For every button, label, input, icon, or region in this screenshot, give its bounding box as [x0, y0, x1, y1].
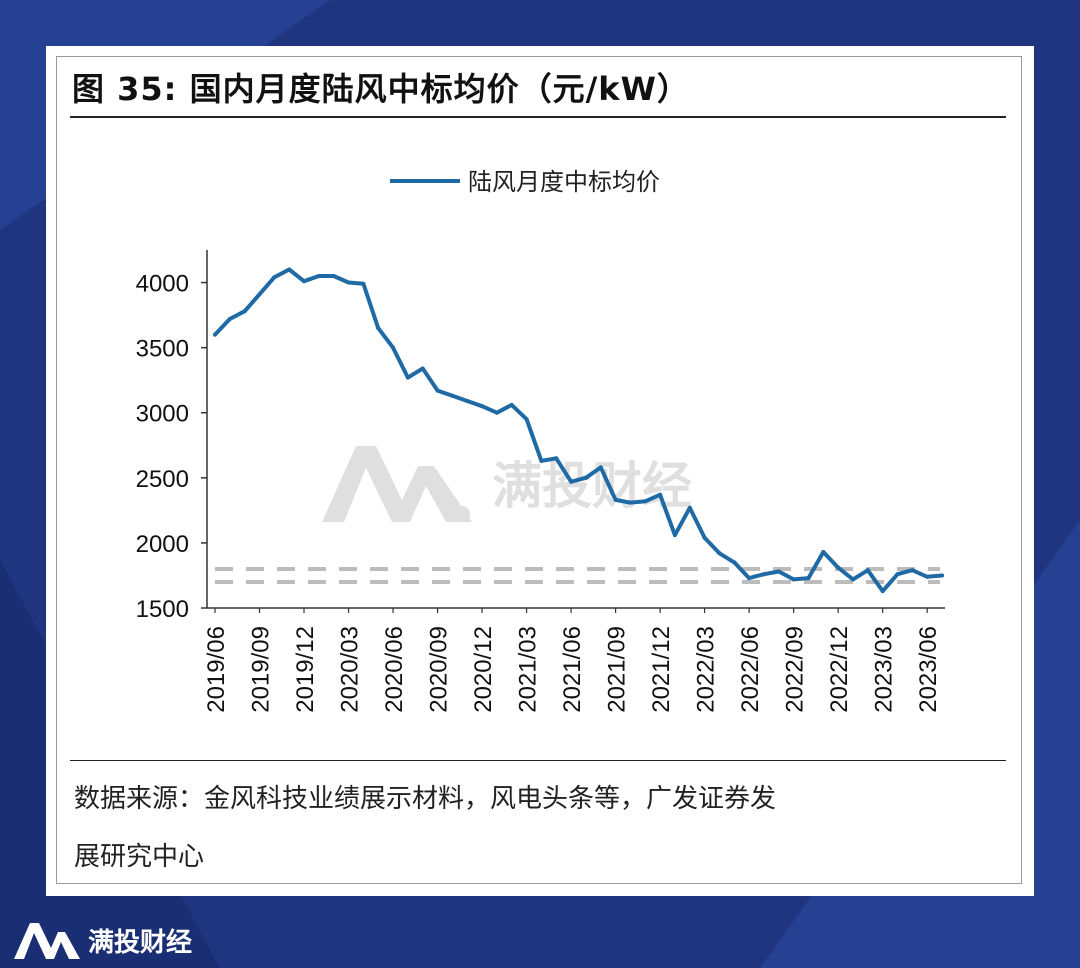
- data-point: [509, 402, 514, 407]
- y-tick-label: 4000: [136, 271, 189, 298]
- y-tick-label: 1500: [136, 596, 189, 623]
- data-point: [494, 410, 499, 415]
- data-point: [435, 388, 440, 393]
- brand-logo-icon: [14, 923, 80, 959]
- data-point: [658, 492, 663, 497]
- x-tick-label: 2020/03: [337, 626, 364, 713]
- data-point: [925, 574, 930, 579]
- y-tick-label: 2000: [136, 531, 189, 558]
- data-point: [583, 475, 588, 480]
- data-point: [391, 345, 395, 350]
- data-point: [791, 577, 796, 582]
- data-point: [376, 326, 381, 331]
- data-point: [776, 569, 781, 574]
- y-tick-label: 3500: [136, 336, 189, 363]
- x-tick-label: 2020/06: [381, 626, 408, 713]
- series-line: [213, 267, 944, 594]
- data-point: [732, 560, 737, 565]
- data-point: [717, 551, 722, 556]
- x-tick-label: 2021/12: [648, 626, 675, 713]
- legend-label: 陆风月度中标均价: [468, 168, 660, 196]
- source-line-1: 数据来源：金风科技业绩展示材料，风电头条等，广发证券发: [74, 784, 777, 814]
- data-point: [865, 568, 870, 573]
- brand-name: 满投财经: [88, 927, 193, 958]
- x-tick-label: 2020/12: [470, 626, 497, 713]
- watermark: 满投财经: [322, 440, 692, 524]
- data-point: [346, 280, 351, 285]
- data-point: [331, 274, 336, 278]
- figure-title: 图 35: 国内月度陆风中标均价（元/kW）: [72, 70, 690, 108]
- data-point: [569, 479, 574, 484]
- data-point: [940, 573, 944, 578]
- data-point: [880, 589, 885, 594]
- data-point: [272, 275, 277, 280]
- data-point: [361, 281, 366, 286]
- watermark-text: 满投财经: [492, 457, 692, 515]
- x-tick-label: 2019/06: [203, 626, 230, 713]
- source-rule: [70, 760, 1006, 761]
- x-tick-label: 2022/09: [782, 626, 809, 713]
- data-point: [213, 332, 217, 337]
- x-tick-label: 2023/03: [871, 626, 898, 713]
- data-point: [747, 576, 752, 581]
- data-point: [613, 497, 618, 502]
- data-point: [687, 505, 692, 510]
- title-rule: [70, 116, 1006, 118]
- data-point: [242, 309, 247, 314]
- data-point: [895, 572, 900, 577]
- x-tick-label: 2021/06: [559, 626, 586, 713]
- y-tick-label: 2500: [136, 466, 189, 493]
- data-point: [524, 417, 529, 422]
- data-point: [643, 499, 648, 504]
- x-tick-label: 2021/03: [515, 626, 542, 713]
- data-point: [598, 465, 603, 470]
- y-tick-label: 3000: [136, 401, 189, 428]
- x-tick-label: 2020/09: [426, 626, 453, 713]
- watermark-logo-icon: [322, 446, 472, 522]
- x-tick-label: 2022/06: [737, 626, 764, 713]
- data-point: [821, 550, 826, 554]
- figure-card: [46, 46, 1034, 896]
- data-point: [806, 576, 811, 581]
- data-point: [910, 568, 915, 573]
- x-tick-label: 2022/03: [693, 626, 720, 713]
- data-point: [227, 317, 232, 321]
- data-point: [836, 565, 841, 570]
- data-point: [257, 292, 262, 297]
- data-point: [465, 399, 470, 403]
- x-tick-label: 2021/09: [604, 626, 631, 713]
- data-point: [702, 535, 707, 540]
- data-point: [302, 279, 306, 284]
- x-tick-label: 2022/12: [826, 626, 853, 713]
- data-point: [316, 274, 321, 278]
- data-point: [628, 500, 633, 505]
- data-point: [405, 375, 410, 380]
- data-point: [851, 577, 855, 582]
- data-point: [539, 458, 544, 463]
- data-point: [480, 404, 485, 409]
- source-note: 数据来源：金风科技业绩展示材料，风电头条等，广发证券发 展研究中心: [74, 770, 994, 886]
- brand-footer: 满投财经: [14, 918, 192, 962]
- data-point: [554, 456, 559, 461]
- data-point: [762, 572, 766, 577]
- source-line-2: 展研究中心: [74, 842, 205, 872]
- x-tick-label: 2019/09: [248, 626, 275, 713]
- data-point: [420, 366, 425, 371]
- x-tick-label: 2023/06: [915, 626, 942, 713]
- x-tick-label: 2019/12: [292, 626, 319, 713]
- data-point: [672, 533, 677, 538]
- data-point: [287, 267, 292, 272]
- figure-frame: [56, 56, 1022, 884]
- data-point: [450, 393, 455, 398]
